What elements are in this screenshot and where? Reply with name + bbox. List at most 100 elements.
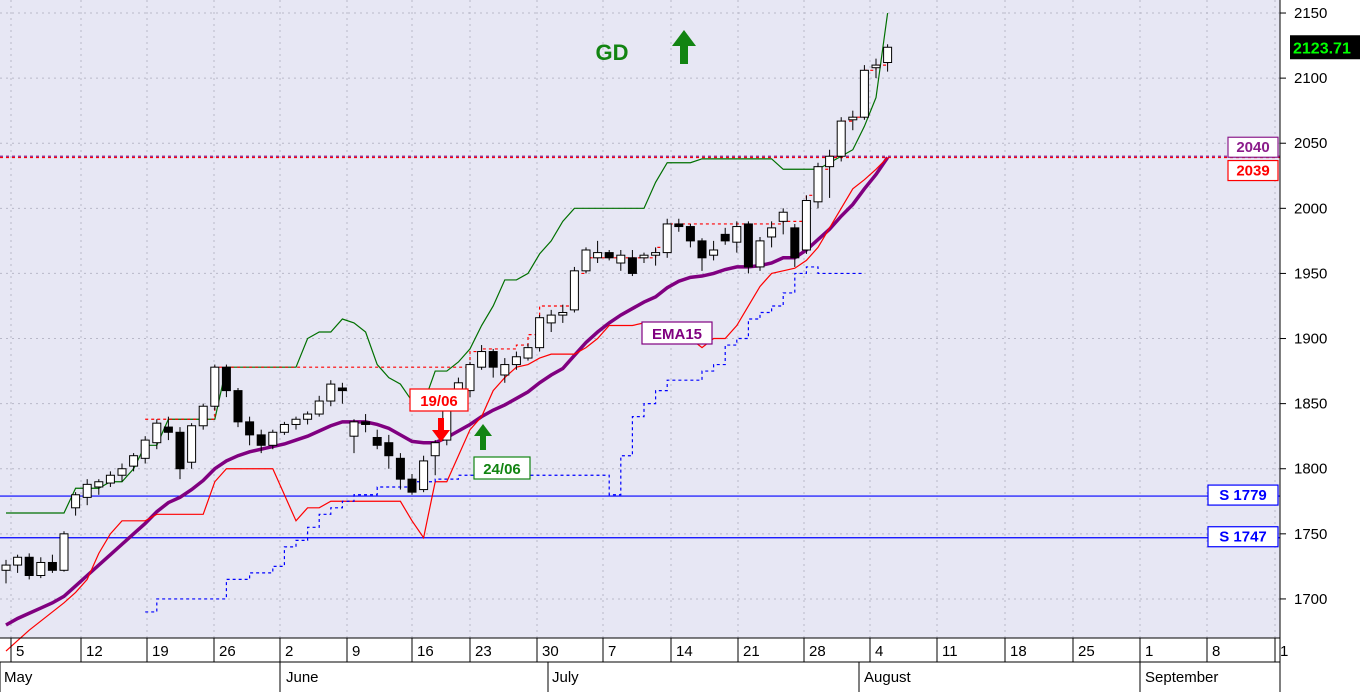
candle-body-up (616, 254, 626, 264)
candle (175, 427, 185, 480)
candle (500, 358, 510, 383)
candle (709, 240, 719, 261)
buy-date-label: 24/06 (483, 461, 521, 478)
candle (129, 453, 139, 472)
candle (279, 421, 289, 435)
level-label-box (1227, 136, 1279, 158)
candle-body-up (778, 211, 788, 222)
candle-body-up (859, 69, 869, 118)
candle (407, 473, 417, 495)
candle (314, 395, 324, 417)
last-price-box (1290, 35, 1360, 60)
x-tick-label: 2 (285, 643, 293, 660)
candle (743, 221, 753, 274)
candle (256, 429, 266, 454)
candle (117, 463, 127, 482)
candle-body-down (685, 226, 695, 242)
level-label-box (1227, 159, 1279, 182)
candle (384, 434, 394, 469)
candle (477, 345, 487, 370)
candle (419, 455, 429, 493)
x-tick-label: 30 (542, 643, 559, 660)
level-label-box (1207, 484, 1279, 506)
sell-date-label: 19/06 (420, 393, 458, 410)
candle (71, 492, 81, 516)
candle-body-up (152, 422, 162, 444)
candle (488, 348, 498, 378)
candle (662, 218, 672, 258)
candle-body-up (639, 254, 649, 259)
candle-body-up (477, 351, 487, 368)
candle (535, 315, 545, 352)
candle-body-up (198, 405, 208, 427)
candle-body-up (291, 418, 301, 425)
candle-body-up (767, 227, 777, 238)
candle (511, 351, 521, 370)
candle (801, 195, 811, 254)
candle-body-down (256, 434, 266, 446)
candle-body-down (604, 252, 614, 259)
candle (871, 58, 881, 79)
y-tick-label: 1950 (1294, 265, 1327, 282)
candle-body-up (732, 226, 742, 243)
level-lines (0, 155, 1280, 539)
chart-labels: 2123.71 2040 2039 S 1779 S 1747 EMA15 19/06 24/… (409, 35, 1360, 548)
candle-body-up (303, 413, 313, 420)
y-tick-label: 1900 (1294, 331, 1327, 348)
candle-body-up (709, 249, 719, 256)
candle (187, 423, 197, 469)
candle (859, 65, 869, 120)
candle-body-up (883, 46, 893, 63)
candle-body-down (395, 457, 405, 480)
candle-body-down (245, 421, 255, 436)
candle (47, 554, 57, 573)
candle-body-up (755, 240, 765, 268)
candle-body-down (407, 478, 417, 493)
price-axis-background (1280, 0, 1360, 692)
sell-date-box (409, 388, 469, 412)
candle (233, 388, 243, 428)
candle-body-down (697, 240, 707, 259)
y-tick-label: 2000 (1294, 200, 1327, 217)
candle (593, 240, 603, 264)
candle-body-down (47, 561, 57, 571)
y-tick-label: 1750 (1294, 526, 1327, 543)
candle (59, 531, 69, 572)
candle-body-up (465, 364, 475, 392)
x-tick-label: 25 (1078, 643, 1095, 660)
last-price-label: 2123.71 (1293, 40, 1351, 57)
up-arrow-icon (672, 30, 696, 64)
x-tick-label: 26 (219, 643, 236, 660)
candle (883, 44, 893, 72)
x-tick-label: 1 (1280, 643, 1288, 660)
y-tick-label: 1850 (1294, 396, 1327, 413)
candle (13, 554, 23, 573)
candle-body-up (593, 252, 603, 259)
candle-body-up (105, 474, 115, 484)
candle (268, 429, 278, 450)
candle-body-up (558, 311, 568, 316)
candle-body-up (71, 494, 81, 509)
candle (163, 416, 173, 441)
candle (616, 249, 626, 271)
candle (755, 236, 765, 271)
candle (221, 364, 231, 398)
candle-body-up (801, 200, 811, 251)
month-label: September (1145, 669, 1218, 686)
candle (825, 149, 835, 198)
candle (430, 440, 440, 476)
candle (361, 414, 371, 433)
candle-body-up (535, 317, 545, 349)
x-tick-label: 19 (152, 643, 169, 660)
candle (767, 221, 777, 248)
candle-body-up (210, 366, 220, 407)
candle (697, 238, 707, 271)
candle (372, 429, 382, 450)
candle (523, 343, 533, 361)
candle (82, 479, 92, 506)
candle-body-down (720, 233, 730, 242)
level-label: S 1747 (1219, 529, 1267, 546)
ema15-label-box (641, 321, 713, 345)
candle-body-down (790, 227, 800, 259)
candle-body-up (268, 431, 278, 446)
